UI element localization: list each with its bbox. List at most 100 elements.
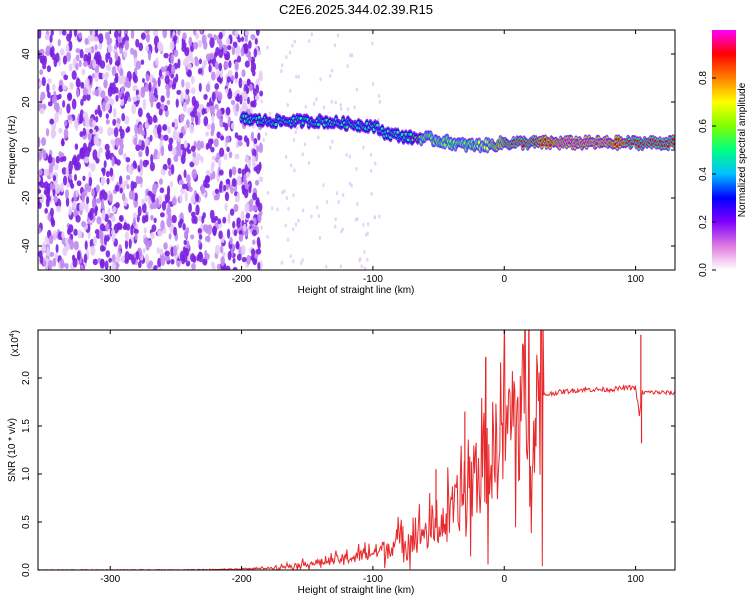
noise-cell [162, 163, 168, 171]
x-tick-label: -200 [232, 274, 252, 285]
noise-cell [355, 166, 358, 171]
noise-cell [197, 239, 201, 245]
noise-cell [284, 154, 288, 159]
noise-cell [234, 153, 240, 160]
noise-cell [203, 93, 208, 101]
noise-cell [224, 202, 228, 212]
noise-cell [68, 174, 73, 180]
noise-cell [294, 130, 297, 135]
noise-cell [182, 58, 188, 67]
noise-cell [138, 42, 144, 52]
noise-cell [289, 88, 292, 93]
noise-cell [350, 183, 353, 188]
noise-cell [111, 262, 117, 270]
noise-cell [198, 234, 203, 240]
noise-cell [86, 93, 91, 101]
noise-cell [75, 189, 79, 198]
noise-cell [211, 113, 215, 123]
noise-cell [42, 63, 47, 70]
noise-cell [160, 254, 166, 266]
noise-cell [52, 257, 57, 268]
noise-cell [230, 75, 235, 81]
noise-cell [241, 184, 246, 191]
noise-cell [61, 167, 67, 175]
x-tick-label: 100 [627, 574, 644, 585]
noise-cell [287, 206, 290, 211]
noise-cell [120, 85, 125, 94]
noise-cell [254, 95, 260, 101]
noise-cell [125, 174, 131, 181]
snr-frame [37, 329, 676, 571]
noise-cell [94, 88, 100, 97]
noise-cell [182, 223, 186, 231]
noise-cell [55, 155, 61, 164]
y-tick-label: -20 [21, 190, 32, 205]
noise-cell [61, 30, 67, 36]
noise-cell [236, 55, 242, 63]
noise-cell [150, 153, 154, 164]
noise-cell [334, 100, 337, 105]
spectrogram-y-label: Frequency (Hz) [7, 116, 18, 185]
noise-cell [328, 73, 332, 78]
noise-cell [71, 70, 77, 80]
noise-cell [65, 43, 70, 54]
noise-cell [147, 190, 153, 197]
noise-cell [205, 83, 211, 93]
noise-cell [230, 99, 236, 106]
noise-cell [355, 87, 359, 92]
noise-cell [185, 260, 191, 267]
noise-cell [185, 88, 190, 95]
noise-cell [190, 75, 195, 85]
noise-cell [80, 98, 84, 107]
noise-cell [184, 93, 189, 100]
noise-cell [209, 209, 215, 220]
noise-cell [255, 164, 261, 175]
noise-cell [46, 65, 52, 73]
noise-cell [206, 106, 210, 113]
noise-cell [71, 156, 78, 166]
noise-cell [247, 202, 254, 212]
noise-cell [235, 45, 241, 56]
noise-cell [258, 70, 263, 80]
noise-cell [232, 220, 236, 229]
noise-cell [175, 73, 179, 83]
noise-cell [285, 196, 289, 201]
noise-cell [187, 181, 191, 188]
noise-cell [197, 228, 202, 234]
noise-cell [236, 220, 241, 229]
noise-cell [217, 91, 223, 102]
noise-cell [236, 93, 241, 103]
noise-cell [356, 216, 359, 221]
noise-cell [159, 187, 165, 194]
noise-cell [286, 103, 290, 108]
noise-cell [176, 89, 182, 96]
noise-cell [188, 186, 193, 193]
noise-cell [78, 59, 82, 68]
noise-cell [137, 261, 142, 269]
noise-cell [100, 176, 106, 185]
noise-cell [62, 84, 67, 91]
noise-cell [205, 170, 211, 176]
noise-cell [250, 131, 255, 142]
noise-cell [81, 220, 87, 228]
noise-cell [67, 92, 73, 102]
noise-cell [144, 122, 150, 130]
noise-cell [345, 153, 348, 158]
noise-cell [170, 53, 175, 65]
noise-cell [135, 144, 141, 152]
noise-cell [92, 119, 96, 129]
noise-cell [49, 182, 54, 191]
noise-cell [335, 191, 339, 196]
noise-cell [94, 207, 98, 217]
noise-cell [245, 154, 249, 163]
noise-cell [206, 234, 211, 243]
noise-cell [199, 103, 204, 110]
noise-cell [179, 194, 183, 204]
noise-cell [104, 95, 109, 103]
noise-cell [316, 205, 319, 210]
noise-cell [145, 145, 150, 157]
noise-cell [293, 39, 297, 44]
noise-cell [132, 85, 137, 92]
noise-cell [130, 30, 135, 40]
noise-cell [138, 139, 142, 147]
